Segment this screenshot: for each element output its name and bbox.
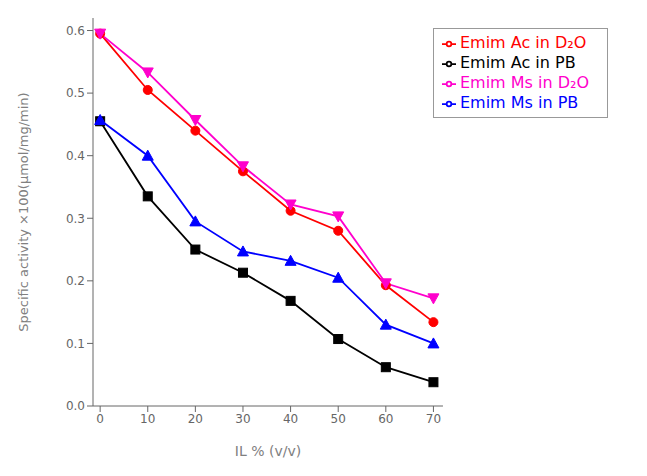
svg-text:10: 10	[140, 412, 155, 426]
svg-text:0.0: 0.0	[66, 399, 85, 413]
svg-text:70: 70	[426, 412, 441, 426]
svg-text:30: 30	[235, 412, 250, 426]
svg-text:20: 20	[188, 412, 203, 426]
svg-text:0.2: 0.2	[66, 274, 85, 288]
svg-text:0.3: 0.3	[66, 212, 85, 226]
html-text:Emim Ms in PB: Emim Ms in PB	[460, 93, 579, 112]
svg-text:50: 50	[331, 412, 346, 426]
svg-text:0.1: 0.1	[66, 337, 85, 351]
svg-text:0.4: 0.4	[66, 149, 85, 163]
html-text:Emim Ac in PB: Emim Ac in PB	[460, 53, 576, 72]
html-text:Emim Ms in D₂O: Emim Ms in D₂O	[460, 73, 589, 92]
svg-text:60: 60	[378, 412, 393, 426]
svg-text:Specific activity ×100(μmol/mg: Specific activity ×100(μmol/mg/min)	[16, 92, 31, 331]
html-text:Emim Ac in D₂O: Emim Ac in D₂O	[460, 33, 587, 52]
svg-text:0: 0	[96, 412, 104, 426]
svg-text:40: 40	[283, 412, 298, 426]
svg-text:0.5: 0.5	[66, 86, 85, 100]
svg-text:0.6: 0.6	[66, 24, 85, 38]
svg-text:IL % (v/v): IL % (v/v)	[235, 443, 301, 459]
